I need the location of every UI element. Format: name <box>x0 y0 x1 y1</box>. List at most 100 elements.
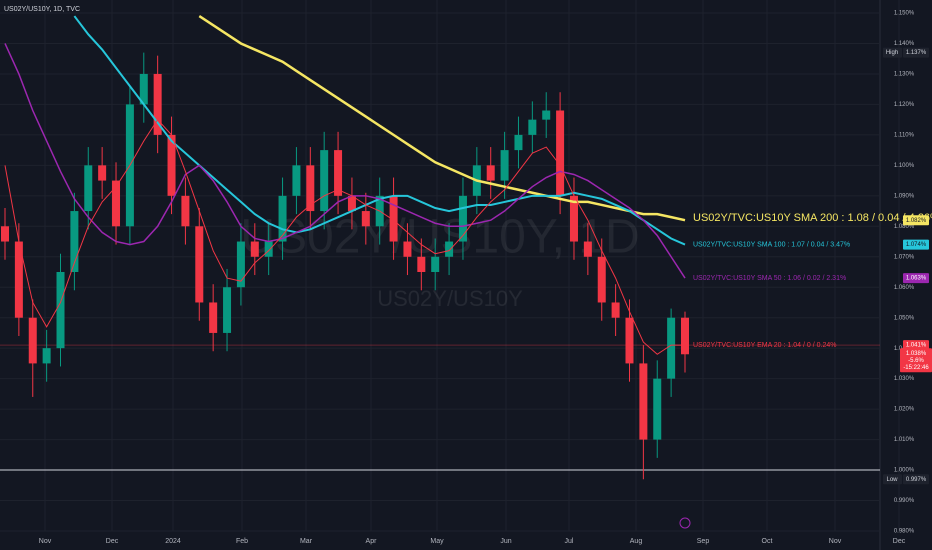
candle-body <box>236 241 245 288</box>
candle-body <box>458 195 467 242</box>
y-tick-label: 1.100% <box>894 163 915 169</box>
candle-body <box>445 241 454 257</box>
last-price-label: 1.038% <box>906 351 927 357</box>
candle-body <box>556 110 565 196</box>
y-tick-label: 1.080% <box>894 224 915 230</box>
axis-tag <box>903 474 929 485</box>
candle-body <box>347 195 356 212</box>
candle-body <box>1 226 9 242</box>
candle-body <box>486 165 495 181</box>
grid <box>0 0 900 532</box>
series-label: US02Y/TVC:US10Y SMA 200 : 1.08 / 0.04 / … <box>693 212 932 224</box>
candle-body <box>639 363 648 440</box>
candle-body <box>514 134 523 151</box>
candle-body <box>98 165 107 181</box>
candle-body <box>181 195 190 227</box>
last-price-change: -5.6% <box>908 358 924 364</box>
sma-line <box>198 15 686 222</box>
candle-body <box>653 378 662 440</box>
candle-body <box>70 211 79 272</box>
candle-body <box>278 195 287 242</box>
axis-tag-label: 1.063% <box>906 276 927 282</box>
candle-body <box>681 317 689 355</box>
y-tick-label: 1.010% <box>894 437 915 443</box>
candle-body <box>56 272 65 349</box>
candle-body <box>667 317 676 379</box>
candle-body <box>42 348 51 364</box>
candle-body <box>361 211 370 227</box>
y-tick-label: 1.130% <box>894 72 915 78</box>
watermark: US02Y/US10Y, 1D <box>240 211 639 264</box>
candle-body <box>250 241 259 257</box>
candle-body <box>528 119 537 135</box>
y-tick-label: 1.020% <box>894 407 915 413</box>
candle-body <box>264 241 273 257</box>
x-tick-label: 2024 <box>165 538 181 545</box>
x-tick-label: Sep <box>697 538 710 545</box>
x-tick-label: Dec <box>106 538 119 545</box>
axis-tag <box>903 340 929 351</box>
chart-title: US02Y/US10Y, 1D, TVC <box>4 6 80 13</box>
candle-body <box>139 73 148 105</box>
axis-tag <box>903 239 929 250</box>
candle-body <box>611 302 620 318</box>
axis-tag-side-label: Low <box>886 477 898 483</box>
candle-body <box>167 134 176 196</box>
y-tick-label: 1.090% <box>894 193 915 199</box>
candle-body <box>542 110 551 120</box>
candle-body <box>320 150 329 212</box>
y-tick-label: 1.000% <box>894 468 915 474</box>
candle-body <box>112 180 121 227</box>
last-price-countdown: -15:22:46 <box>903 365 929 371</box>
x-tick-label: Nov <box>39 538 52 545</box>
candle-body <box>417 256 426 272</box>
axis-tag <box>903 215 929 226</box>
sma-line <box>4 43 686 279</box>
candle-body <box>389 195 398 242</box>
y-tick-label: 0.980% <box>894 529 915 535</box>
candle-body <box>500 150 509 181</box>
candle-body <box>84 165 93 212</box>
axis-tag <box>903 273 929 284</box>
axis-tag-side <box>883 47 902 58</box>
x-tick-label: Jun <box>500 538 511 545</box>
candle-body <box>306 165 315 212</box>
axis-tag-label: 1.137% <box>906 50 927 56</box>
last-price-tag <box>900 348 932 373</box>
axis-tag-side-label: High <box>886 50 898 56</box>
candle-body <box>583 241 592 257</box>
x-tick-label: May <box>430 538 444 545</box>
y-tick-label: 1.110% <box>894 132 915 138</box>
candle-body <box>431 256 440 272</box>
x-tick-label: Dec <box>893 538 906 545</box>
candle-body <box>292 165 301 196</box>
axis-tag <box>903 47 929 58</box>
y-tick-label: 1.150% <box>894 11 915 17</box>
candle-body <box>403 241 412 257</box>
x-tick-label: Oct <box>762 538 773 545</box>
candle-body <box>597 256 606 303</box>
series-label: US02Y/TVC:US10Y SMA 100 : 1.07 / 0.04 / … <box>693 241 850 248</box>
candle-body <box>223 287 232 333</box>
candle-body <box>209 302 218 333</box>
y-tick-label: 1.140% <box>894 41 915 47</box>
event-icon[interactable] <box>679 517 691 529</box>
candle-body <box>195 226 204 303</box>
candle-body <box>625 317 634 364</box>
x-tick-label: Aug <box>630 538 643 545</box>
candle-body <box>14 241 23 318</box>
candle-body <box>569 195 578 242</box>
axis-tag-label: 0.997% <box>906 477 927 483</box>
x-tick-label: Apr <box>366 538 378 545</box>
y-tick-label: 1.050% <box>894 315 915 321</box>
candle-body <box>153 73 162 135</box>
axis-tag-label: 1.041% <box>906 343 927 349</box>
x-tick-label: Mar <box>300 538 313 545</box>
sma-line <box>4 118 685 355</box>
axis-tag-side <box>883 474 902 485</box>
x-tick-label: Feb <box>236 538 248 545</box>
series-label: US02Y/TVC:US10Y EMA 20 : 1.04 / 0 / 0.24… <box>693 342 836 349</box>
watermark-sub: US02Y/US10Y <box>377 286 523 311</box>
